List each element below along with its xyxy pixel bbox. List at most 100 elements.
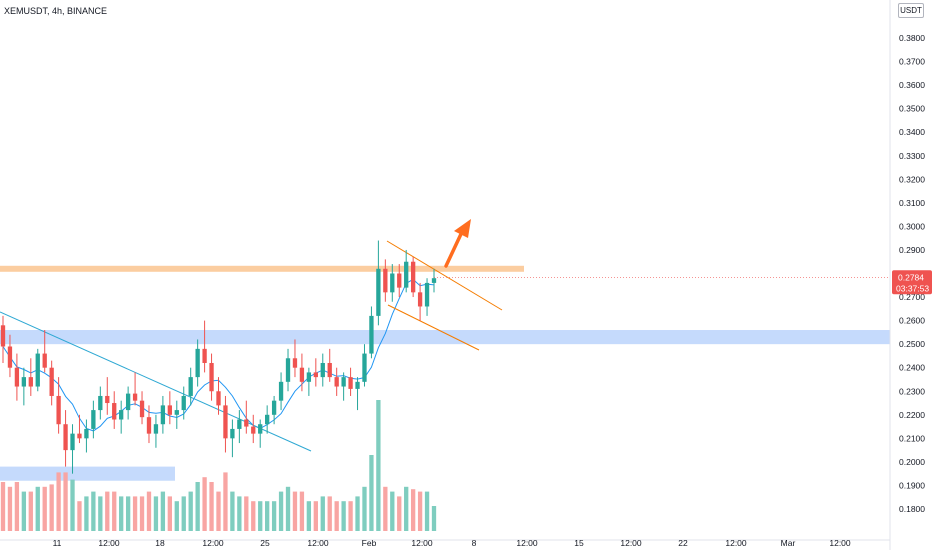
- candle: [244, 400, 249, 434]
- candle-body: [230, 428, 235, 439]
- candle: [160, 395, 166, 434]
- volume-bar: [376, 400, 381, 531]
- candle: [327, 348, 332, 382]
- candle-body: [105, 395, 110, 404]
- candle-body: [14, 367, 20, 387]
- y-tick-label: 0.3800: [899, 33, 925, 43]
- volume-bar: [299, 491, 305, 531]
- candle: [334, 367, 339, 396]
- candle: [49, 360, 54, 406]
- candle-body: [28, 377, 33, 387]
- candle: [271, 395, 277, 425]
- x-tick-label: 12:00: [202, 538, 224, 548]
- channel-lower-line: [387, 304, 480, 351]
- volume-bar: [202, 477, 207, 531]
- candle-body: [431, 278, 437, 283]
- volume-bar: [265, 501, 270, 531]
- candle-body: [271, 400, 277, 415]
- candle-body: [327, 362, 332, 378]
- candle-body: [209, 362, 214, 392]
- candle-body: [91, 410, 96, 429]
- volume-bar: [91, 491, 96, 531]
- candle: [195, 339, 200, 387]
- candle: [313, 358, 318, 387]
- candle: [355, 377, 360, 411]
- candle: [84, 419, 89, 453]
- candle-body: [132, 393, 138, 401]
- candle: [98, 386, 103, 420]
- candle: [202, 320, 207, 373]
- current-price-value: 0.2784: [898, 272, 924, 282]
- candle-body: [348, 377, 353, 389]
- candle-body: [369, 315, 374, 354]
- x-tick-label: 8: [472, 538, 477, 548]
- candle-body: [125, 393, 131, 411]
- volume-bar: [139, 496, 145, 531]
- candle-body: [63, 424, 68, 451]
- y-tick-label: 0.2100: [899, 433, 925, 443]
- candle: [223, 395, 228, 453]
- candle: [362, 344, 367, 387]
- candle-body: [35, 353, 40, 387]
- volume-bar: [237, 496, 242, 531]
- candle: [285, 348, 291, 392]
- candle-body: [188, 377, 193, 396]
- volume-bar: [251, 501, 256, 531]
- volume-bar: [355, 496, 360, 531]
- currency-unit-label[interactable]: USDT: [898, 3, 924, 18]
- candle-body: [404, 261, 409, 288]
- volume-bar: [417, 491, 423, 531]
- x-tick-label: Feb: [362, 538, 377, 548]
- volume-bar: [84, 496, 89, 531]
- volume-bar: [42, 486, 47, 531]
- volume-bar: [146, 491, 152, 531]
- volume-bar: [348, 501, 353, 531]
- candle: [181, 386, 186, 420]
- x-tick-label: 22: [678, 538, 688, 548]
- x-tick-label: 25: [260, 538, 270, 548]
- candle: [167, 391, 172, 425]
- volume-bar: [278, 491, 284, 531]
- volume-bar: [28, 491, 33, 531]
- volume-bar: [424, 491, 430, 531]
- candle-body: [49, 367, 54, 396]
- candle: [119, 400, 124, 434]
- candle-countdown: 03:37:53: [896, 283, 929, 293]
- volume-bar: [216, 491, 221, 531]
- candle-body: [21, 377, 27, 387]
- volume-bar: [271, 501, 277, 531]
- volume-bar: [334, 501, 339, 531]
- volume-bar: [390, 491, 395, 531]
- x-tick-label: 12:00: [411, 538, 433, 548]
- candle: [7, 334, 13, 378]
- y-tick-label: 0.3600: [899, 80, 925, 90]
- volume-bar: [341, 501, 346, 531]
- x-tick-label: 12:00: [725, 538, 747, 548]
- candle-body: [181, 395, 186, 411]
- x-tick-label: 12:00: [620, 538, 642, 548]
- candle-body: [56, 395, 61, 425]
- volume-bar: [383, 486, 388, 531]
- support-zone: [0, 330, 890, 345]
- candle-body: [223, 405, 228, 439]
- volume-bar: [98, 496, 103, 531]
- volume-bar: [119, 496, 124, 531]
- volume-bar: [244, 496, 249, 531]
- y-tick-label: 0.2200: [899, 410, 925, 420]
- volume-bar: [125, 496, 131, 531]
- candle: [278, 372, 284, 411]
- y-tick-label: 0.1900: [899, 480, 925, 490]
- candle: [91, 400, 96, 439]
- candle: [21, 367, 27, 406]
- volume-bar: [181, 496, 186, 531]
- candle-body: [355, 381, 360, 389]
- volume-bar: [320, 496, 325, 531]
- candle: [70, 424, 75, 474]
- candle: [376, 240, 381, 326]
- candle-body: [119, 410, 124, 420]
- volume-bar: [188, 491, 193, 531]
- volume-bar: [14, 482, 20, 531]
- candle: [341, 372, 346, 401]
- candle: [397, 264, 402, 298]
